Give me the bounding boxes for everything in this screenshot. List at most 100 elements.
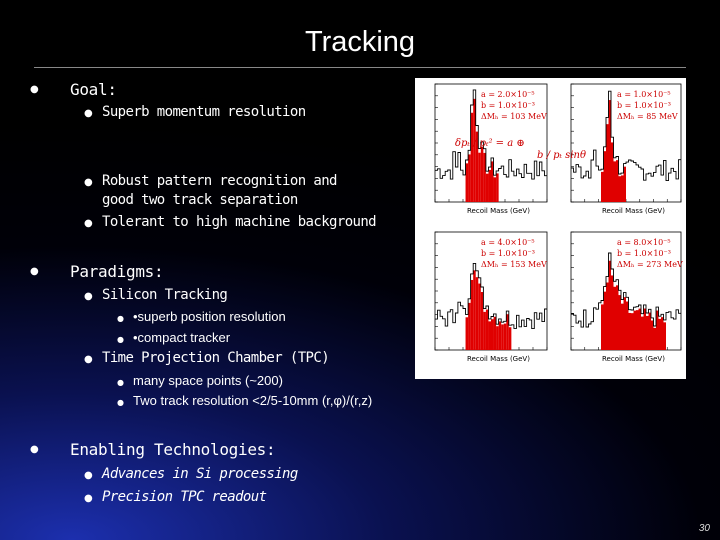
param-a-label: a = 1.0×10⁻⁵ — [617, 90, 671, 99]
signal-bar — [621, 303, 624, 350]
param-b-label: b = 1.0×10⁻³ — [481, 101, 535, 110]
signal-bar — [475, 277, 479, 350]
signal-bar — [656, 310, 659, 350]
signal-bar — [493, 177, 497, 202]
param-b-label: b = 1.0×10⁻³ — [481, 249, 535, 258]
param-b-label: b = 1.0×10⁻³ — [617, 249, 671, 258]
bullet-icon: ● — [30, 444, 39, 455]
goal-heading: Goal: — [70, 80, 117, 99]
bullet-icon: ● — [84, 218, 93, 229]
param-b-label: b = 1.0×10⁻³ — [617, 101, 671, 110]
signal-bar — [473, 98, 476, 202]
histogram-line — [571, 252, 681, 328]
bullet-icon: ● — [84, 108, 93, 119]
delta-mh-label: ΔMₕ = 273 MeV — [617, 260, 683, 269]
signal-bar — [485, 309, 489, 350]
x-axis-label: Recoil Mass (GeV) — [467, 355, 530, 363]
signal-bar — [653, 327, 656, 350]
signal-bar — [496, 173, 499, 202]
x-axis-label: Recoil Mass (GeV) — [467, 207, 530, 215]
bullet-icon: ● — [117, 335, 124, 344]
signal-bar — [633, 310, 636, 350]
slide-title: Tracking — [304, 26, 416, 58]
signal-bar — [616, 160, 619, 202]
bullet-icon: ● — [117, 314, 124, 323]
paradigms-heading: Paradigms: — [70, 262, 164, 281]
signal-bar — [506, 314, 509, 350]
resolution-formula-rhs: b / pₜ sinθ — [537, 150, 586, 161]
signal-bar — [493, 316, 497, 350]
bullet-icon: ● — [30, 266, 39, 277]
signal-bar — [658, 318, 661, 350]
signal-bar — [478, 283, 481, 350]
signal-bar — [608, 260, 611, 350]
bullet-icon: ● — [84, 177, 93, 188]
enabling-item-si: Advances in Si processing — [102, 466, 298, 482]
signal-bar — [480, 146, 484, 202]
signal-bar — [623, 166, 626, 202]
title-divider — [34, 67, 686, 68]
silicon-tracking-label: Silicon Tracking — [102, 287, 228, 303]
signal-bar — [648, 312, 651, 350]
signal-bar — [631, 313, 634, 350]
signal-bar — [613, 161, 616, 202]
bullet-icon: ● — [84, 470, 93, 481]
x-axis-label: Recoil Mass (GeV) — [602, 207, 665, 215]
signal-bar — [643, 308, 646, 350]
signal-bar — [498, 321, 502, 350]
signal-bar — [501, 324, 504, 350]
x-axis-label: Recoil Mass (GeV) — [602, 355, 665, 363]
silicon-item-position: •superb position resolution — [133, 309, 286, 324]
bullet-icon: ● — [84, 354, 93, 365]
signal-bar — [618, 176, 621, 202]
tpc-item-two-track: Two track resolution <2/5-10mm (r,φ)/(r,… — [133, 393, 373, 408]
bullet-icon: ● — [117, 398, 124, 407]
signal-bar — [488, 169, 491, 202]
signal-bar — [628, 312, 631, 350]
bullet-icon: ● — [30, 84, 39, 95]
signal-bar — [623, 297, 626, 350]
delta-mh-label: ΔMₕ = 85 MeV — [617, 112, 678, 121]
signal-bar — [661, 317, 664, 350]
histogram-line — [435, 89, 547, 180]
recoil-mass-plots: a = 2.0×10⁻⁵ b = 1.0×10⁻³ ΔMₕ = 103 MeV Rec… — [434, 83, 683, 363]
signal-bar — [465, 163, 469, 202]
signal-bar — [601, 304, 604, 350]
signal-bar — [611, 142, 614, 202]
signal-bar — [663, 322, 666, 350]
signal-bar — [485, 173, 489, 202]
delta-mh-label: ΔMₕ = 103 MeV — [481, 112, 547, 121]
histogram-line — [435, 262, 547, 330]
signal-bar — [603, 291, 606, 350]
resolution-formula-lhs: δpₜ / pₜ² = a ⊕ — [455, 138, 525, 149]
signal-bar — [606, 124, 609, 202]
signal-bar — [465, 317, 469, 350]
signal-bar — [468, 154, 471, 202]
signal-bar — [616, 285, 619, 350]
enabling-item-tpc: Precision TPC readout — [102, 489, 267, 505]
signal-bar — [503, 323, 507, 350]
signal-bar — [626, 301, 629, 350]
signal-bar — [651, 320, 654, 350]
signal-bar — [621, 175, 624, 202]
signal-bar — [496, 326, 499, 350]
signal-bar — [606, 282, 609, 350]
goal-item-background: Tolerant to high machine background — [102, 214, 377, 230]
signal-bar — [638, 308, 641, 350]
bullet-icon: ● — [84, 291, 93, 302]
delta-mh-label: ΔMₕ = 153 MeV — [481, 260, 547, 269]
signal-bar — [491, 161, 494, 202]
goal-item-pattern-line1: Robust pattern recognition and — [102, 173, 337, 189]
silicon-item-compact: •compact tracker — [133, 330, 231, 345]
signal-bar — [478, 152, 481, 202]
signal-bar — [608, 100, 611, 202]
recoil-mass-figure: a = 2.0×10⁻⁵ b = 1.0×10⁻³ ΔMₕ = 103 MeV Rec… — [415, 78, 686, 379]
bullet-icon: ● — [117, 378, 124, 387]
signal-bar — [641, 316, 644, 350]
signal-bar — [508, 327, 512, 350]
page-number: 30 — [698, 523, 710, 534]
signal-bar — [636, 310, 639, 350]
signal-bar — [468, 302, 471, 350]
goal-item-pattern-line2: good two track separation — [102, 192, 298, 208]
param-a-label: a = 8.0×10⁻⁵ — [617, 238, 671, 247]
